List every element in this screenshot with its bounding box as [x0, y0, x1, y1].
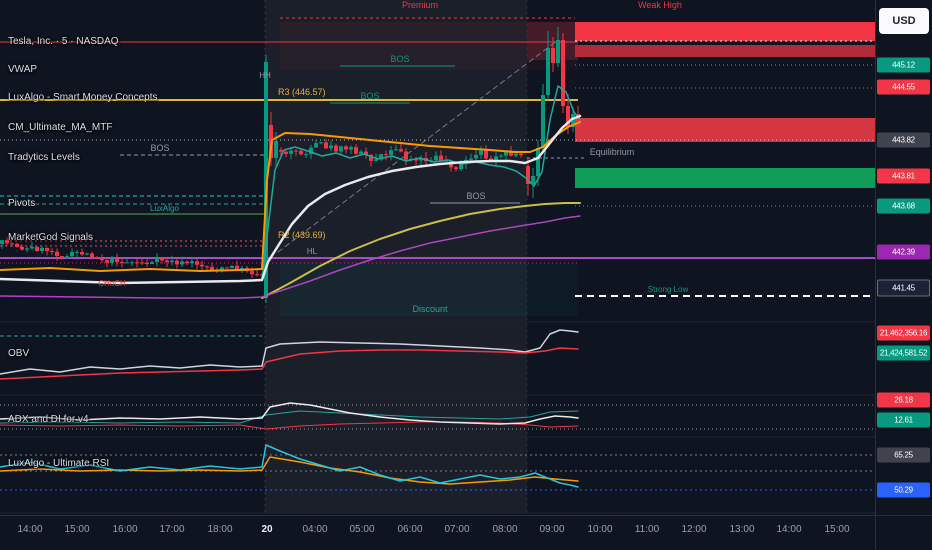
price-axis-label: 444.55	[877, 79, 930, 95]
legend-overlay: Tesla, Inc. · 5 · NASDAQ VWAP LuxAlgo - Sm…	[8, 36, 158, 469]
time-axis-tick: 17:00	[159, 524, 185, 535]
time-axis-tick: 16:00	[112, 524, 138, 535]
chart-annotation: BOS	[150, 143, 169, 153]
chart-annotation: HL	[307, 247, 318, 256]
time-axis-tick: 08:00	[492, 524, 518, 535]
chart-annotation: LuxAlgo	[150, 204, 179, 213]
time-axis-tick: 09:00	[539, 524, 565, 535]
adx-line-line	[0, 402, 579, 425]
time-axis-tick: 12:00	[681, 524, 707, 535]
vwap-line	[0, 121, 581, 272]
chart-region[interactable]: Premium Weak High HH BOS BOS R3 (446.57) BOS Eq…	[0, 0, 875, 515]
legend-obv[interactable]: OBV	[8, 348, 30, 359]
time-axis-tick: 15:00	[64, 524, 90, 535]
level-band	[575, 118, 875, 142]
price-axis-label: 50.29	[877, 482, 930, 498]
price-axis-label: 443.82	[877, 132, 930, 148]
time-axis[interactable]: 14:00 15:00 16:00 17:00 18:00 20 04:00 05:00 06:…	[0, 515, 875, 550]
time-axis-tick: 13:00	[729, 524, 755, 535]
legend-symbol[interactable]: Tesla, Inc. · 5 · NASDAQ	[8, 36, 119, 47]
time-axis-tick: 14:00	[776, 524, 802, 535]
time-axis-tick: 06:00	[397, 524, 423, 535]
chart-annotation: CHoCH	[98, 279, 126, 288]
obv-pane[interactable]	[0, 321, 875, 380]
currency-unit-button[interactable]: USD	[879, 8, 929, 34]
time-axis-tick: 07:00	[444, 524, 470, 535]
obv-line-line	[0, 329, 579, 375]
legend-smart-money-concepts[interactable]: LuxAlgo - Smart Money Concepts	[8, 92, 158, 103]
time-axis-tick: 18:00	[207, 524, 233, 535]
rsi-pane[interactable]	[0, 436, 875, 491]
legend-cm-ultimate-ma-mtf[interactable]: CM_Ultimate_MA_MTF	[8, 122, 113, 133]
chart-annotation: R3 (446.57)	[278, 87, 326, 97]
purple-ma-line	[0, 215, 581, 299]
di-minus-line	[0, 421, 579, 430]
time-axis-tick: 04:00	[302, 524, 328, 535]
chart-annotation: BOS	[466, 191, 485, 201]
price-axis-label: 12.61	[877, 412, 930, 428]
time-axis-tick: 11:00	[634, 524, 660, 535]
legend-tradytics-levels[interactable]: Tradytics Levels	[8, 152, 80, 163]
session-shading	[265, 0, 527, 513]
price-axis-label: 443.68	[877, 198, 930, 214]
obv-signal-line	[0, 347, 579, 380]
axis-corner	[875, 515, 932, 550]
legend-marketgod-signals[interactable]: MarketGod Signals	[8, 232, 94, 243]
chart-annotation: Equilibrium	[590, 147, 635, 157]
chart-annotation: BOS	[360, 91, 379, 101]
white-ma-line	[0, 114, 582, 285]
price-axis-label: 26.18	[877, 392, 930, 408]
chart-annotation: Premium	[402, 0, 438, 10]
level-band	[575, 22, 875, 41]
rsi-line-line	[0, 444, 579, 488]
legend-adx[interactable]: ADX and DI for v4	[8, 414, 89, 425]
time-axis-tick: 15:00	[824, 524, 850, 535]
price-axis-label: 21,462,356.16	[877, 325, 930, 341]
legend-pivots[interactable]: Pivots	[8, 198, 36, 209]
level-band	[575, 45, 875, 57]
price-axis-label: 442.39	[877, 244, 930, 260]
trendline-line	[277, 39, 559, 253]
time-axis-tick: 10:00	[587, 524, 613, 535]
chart-annotation: Discount	[412, 304, 448, 314]
chart-annotation: R2 (439.69)	[278, 230, 326, 240]
chart-annotation: BOS	[390, 54, 409, 64]
price-axis-label: 21,424,581.52	[877, 345, 930, 361]
price-axis-label: 445.12	[877, 57, 930, 73]
time-axis-tick: 14:00	[17, 524, 43, 535]
adx-pane[interactable]	[0, 394, 875, 430]
chart-annotation: Weak High	[638, 0, 682, 10]
price-axis[interactable]: USD 445.12 444.55 443.82 443.81 443.68 442.39…	[875, 0, 932, 515]
level-band	[575, 168, 875, 188]
time-axis-tick: 05:00	[349, 524, 375, 535]
time-axis-tick: 20	[261, 524, 273, 535]
yellow-ma-line	[261, 202, 581, 299]
green-ma-line	[261, 85, 581, 281]
di-plus-line	[0, 410, 579, 424]
price-axis-label: 441.45	[877, 279, 930, 297]
chart-annotation: Strong Low	[648, 285, 689, 294]
chart-annotation: HH	[259, 71, 271, 80]
chart-canvas[interactable]: Premium Weak High HH BOS BOS R3 (446.57) BOS Eq…	[0, 0, 875, 515]
main-pane[interactable]: Premium Weak High HH BOS BOS R3 (446.57) BOS Eq…	[0, 0, 875, 316]
legend-vwap[interactable]: VWAP	[8, 64, 38, 75]
price-axis-label: 65.25	[877, 447, 930, 463]
legend-ultimate-rsi[interactable]: LuxAlgo - Ultimate RSI	[8, 458, 110, 469]
price-axis-label: 443.81	[877, 168, 930, 184]
